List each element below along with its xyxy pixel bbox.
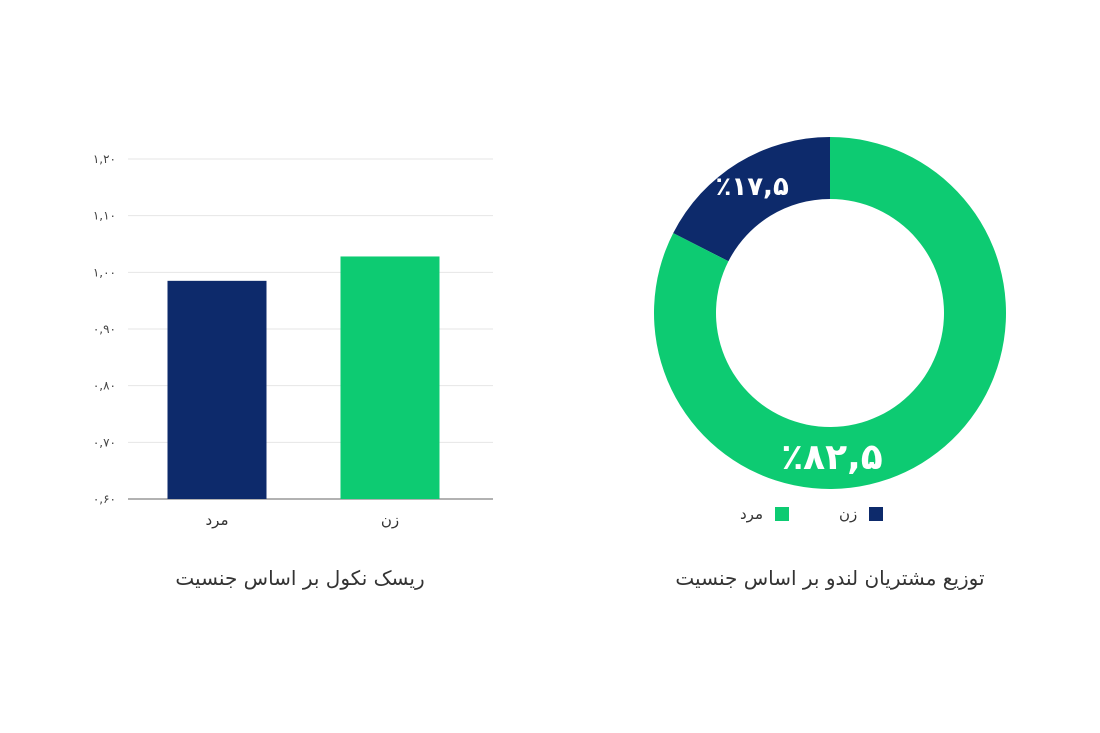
bar-female bbox=[340, 256, 440, 499]
y-tick-label: ۱,۰۰ bbox=[93, 265, 116, 279]
x-tick-label: مرد bbox=[206, 511, 229, 529]
legend-item-male: مرد bbox=[740, 505, 789, 523]
slice-label-male: ٪۸۲,۵ bbox=[781, 437, 883, 478]
y-tick-label: ۰,۹۰ bbox=[93, 322, 116, 336]
bar-male bbox=[167, 280, 267, 499]
legend-label-male: مرد bbox=[740, 505, 763, 523]
donut-chart-title: توزیع مشتریان لندو بر اساس جنسیت bbox=[675, 566, 985, 590]
legend-item-female: زن bbox=[839, 505, 884, 523]
legend-swatch-male bbox=[775, 507, 789, 521]
slice-male bbox=[654, 137, 1006, 489]
y-tick-label: ۰,۸۰ bbox=[93, 379, 116, 393]
x-tick-label: زن bbox=[381, 511, 399, 529]
legend-label-female: زن bbox=[839, 505, 858, 523]
y-tick-label: ۰,۷۰ bbox=[93, 435, 116, 449]
slice-female bbox=[673, 137, 830, 262]
y-tick-label: ۱,۲۰ bbox=[93, 152, 116, 166]
donut-legend: زن مرد bbox=[740, 505, 884, 523]
bar-chart: ۰,۶۰ ۰,۷۰ ۰,۸۰ ۰,۹۰ ۱,۰۰ ۱,۱۰ ۱,۲۰ مرد زن bbox=[93, 152, 493, 529]
y-tick-label: ۰,۶۰ bbox=[93, 492, 116, 506]
bar-chart-title: ریسک نکول بر اساس جنسیت bbox=[175, 566, 425, 590]
donut-chart: ٪۱۷,۵ ٪۸۲,۵ bbox=[654, 137, 1006, 489]
slice-label-female: ٪۱۷,۵ bbox=[715, 172, 788, 202]
legend-swatch-female bbox=[869, 507, 884, 521]
y-tick-label: ۱,۱۰ bbox=[93, 209, 116, 223]
